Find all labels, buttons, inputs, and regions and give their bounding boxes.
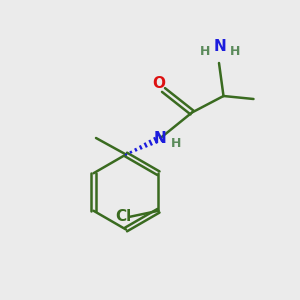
Text: N: N (154, 130, 166, 146)
Text: H: H (171, 137, 181, 150)
Text: H: H (200, 45, 210, 58)
Text: Cl: Cl (115, 209, 131, 224)
Text: O: O (152, 76, 166, 91)
Text: N: N (214, 39, 227, 54)
Text: H: H (230, 45, 240, 58)
